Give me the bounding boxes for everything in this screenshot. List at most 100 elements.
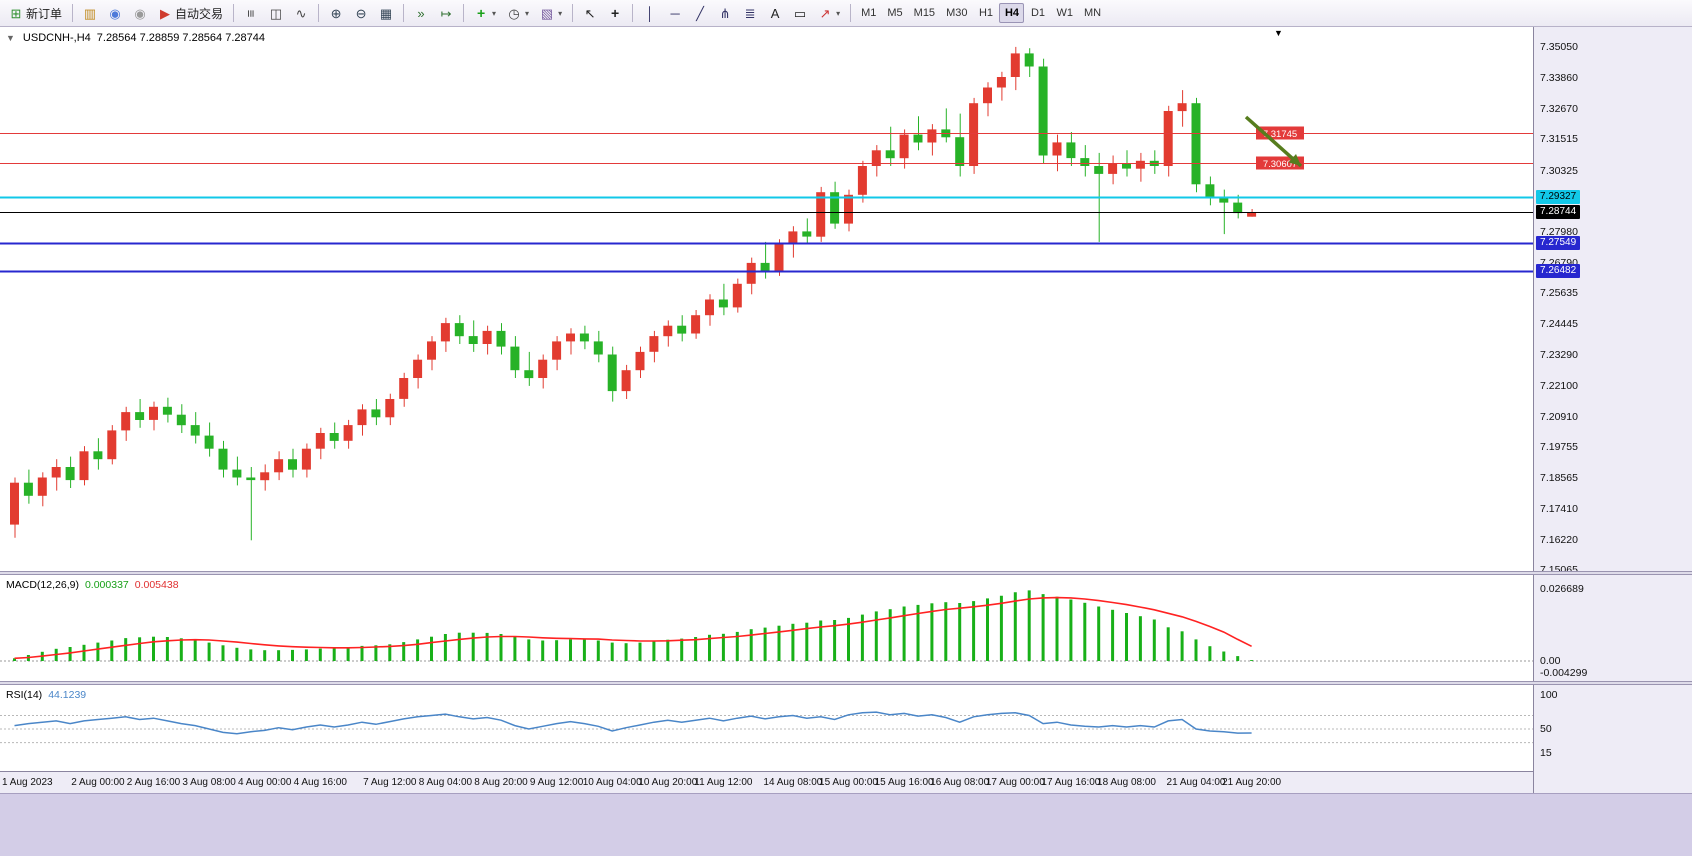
time-axis-label: 10 Aug 04:00 [582,777,642,788]
price-axis-tick: 7.17410 [1540,502,1578,515]
charts-window-button[interactable]: ▥ [78,2,102,24]
horizontal-line-icon: ─ [670,5,680,21]
zoom-out-icon: ⊖ [355,5,367,21]
time-axis-label: 17 Aug 16:00 [1041,777,1101,788]
price-axis-tick: 7.35050 [1540,40,1578,53]
price-axis-tick: 7.32670 [1540,103,1578,116]
time-axis-label: 1 Aug 2023 [2,777,53,788]
text-label-button[interactable]: ▭ [788,2,812,24]
tile-windows-button[interactable]: ▦ [374,2,398,24]
bars-chart-icon: ≡ [243,9,259,17]
time-axis-label: 8 Aug 04:00 [418,777,473,788]
zoom-in-button[interactable]: ⊕ [324,2,348,24]
indicators-icon: + [476,5,486,21]
fibonacci-icon: ≣ [744,5,756,21]
one-click-trading-toggle-icon[interactable]: ▼ [6,33,15,43]
crosshair-button[interactable]: + [603,2,627,24]
time-axis-label: 9 Aug 12:00 [529,777,584,788]
cursor-icon: ↖ [584,5,596,21]
toolbar-separator [632,4,634,22]
macd-histogram [13,590,1254,661]
new-order-button-label: 新订单 [26,6,63,21]
macd-name: MACD(12,26,9) [6,579,79,591]
toolbar-separator [572,4,574,22]
timeframe-button-w1[interactable]: W1 [1056,7,1073,19]
trendline-button[interactable]: ╱ [688,2,712,24]
time-axis[interactable]: 1 Aug 2023 2 Aug 00:00 2 Aug 16:00 3 Aug 08… [0,771,1533,793]
price-axis-tick: 7.19755 [1540,441,1578,454]
candlestick-chart-button[interactable]: ◫ [264,2,288,24]
timeframe-button-d1[interactable]: D1 [1030,7,1045,19]
text-label-icon: ▭ [793,5,807,21]
price-axis-tick: 7.33860 [1540,72,1578,85]
toolbar-separator [72,4,74,22]
template-icon: ▧ [540,5,554,21]
timeframe-button-m5[interactable]: M5 [887,7,903,19]
periods-button[interactable]: ◷ ▾ [502,2,534,24]
indicators-button[interactable]: + ▾ [469,2,501,24]
price-tag: 7.27549 [1536,236,1581,251]
price-axis[interactable]: 7.350507.338607.326707.315157.303257.291… [1533,27,1692,793]
zoom-in-icon: ⊕ [330,5,342,21]
timeframe-button-m15[interactable]: M15 [913,7,936,19]
timeframe-button-h4[interactable]: H4 [999,3,1025,23]
pitchfork-button[interactable]: ⋔ [713,2,737,24]
panel-splitter[interactable] [0,681,1692,685]
community-button[interactable]: ◉ [103,2,127,24]
price-axis-tick: 7.31515 [1540,133,1578,146]
time-axis-label: 15 Aug 00:00 [819,777,878,788]
macd-axis-tick: 0.00 [1540,654,1561,667]
rsi-panel[interactable] [0,685,1533,771]
auto-scroll-icon: » [417,5,425,21]
time-axis-label: 16 Aug 08:00 [930,777,990,788]
toolbar-separator [318,4,320,22]
arrows-button[interactable]: ↗ ▾ [813,2,845,24]
timeframe-button-m1[interactable]: M1 [861,7,877,19]
workspace-background [0,793,1692,856]
candlestick-series [10,46,1257,541]
horizontal-line-button[interactable]: ─ [663,2,687,24]
trend-arrow-annotation[interactable] [1244,115,1303,168]
bar-chart-button[interactable]: ≡ [239,2,263,24]
new-order-button[interactable]: ⊞ 新订单 [4,2,67,24]
support-icon: ◉ [134,5,146,21]
timeframe-button-m30[interactable]: M30 [946,7,968,19]
line-chart-button[interactable]: ∿ [289,2,313,24]
text-button[interactable]: A [763,2,787,24]
community-icon: ◉ [109,5,121,21]
support-button[interactable]: ◉ [128,2,152,24]
toolbar-separator [463,4,465,22]
chart-shift-button[interactable]: ↦ [434,2,458,24]
timeframe-button-h1[interactable]: H1 [978,7,993,19]
clock-icon: ◷ [508,5,520,21]
text-icon: A [770,5,780,21]
toolbar-separator [233,4,235,22]
trendline-icon: ╱ [696,5,704,21]
rsi-name: RSI(14) [6,689,43,701]
main-chart[interactable]: 7.31745 7.30607 [0,27,1533,572]
svg-text:7.30607: 7.30607 [1263,159,1297,170]
macd-axis-tick: 0.026689 [1540,583,1584,596]
dropdown-caret-icon: ▾ [836,8,841,18]
auto-scroll-button[interactable]: » [409,2,433,24]
chart-shift-icon: ↦ [440,5,452,21]
symbol-period-label: USDCNH-,H4 [22,32,91,44]
macd-signal-line [14,596,1252,660]
fibonacci-button[interactable]: ≣ [738,2,762,24]
macd-panel[interactable] [0,575,1533,682]
time-axis-label: 2 Aug 00:00 [71,777,125,788]
vertical-line-button[interactable]: │ [638,2,662,24]
panel-splitter[interactable] [0,571,1692,575]
zoom-out-button[interactable]: ⊖ [349,2,373,24]
toolbar-separator [850,4,852,22]
auto-trading-button[interactable]: ▶ 自动交易 [153,2,228,24]
dropdown-caret-icon: ▾ [525,8,530,18]
rsi-indicator-label: RSI(14) 44.1239 [6,689,86,701]
templates-button[interactable]: ▧ ▾ [535,2,567,24]
macd-axis-tick: -0.004299 [1540,666,1588,679]
time-axis-label: 21 Aug 20:00 [1222,777,1282,788]
cursor-button[interactable]: ↖ [578,2,602,24]
macd-main-value: 0.000337 [84,579,129,591]
timeframe-button-mn[interactable]: MN [1083,7,1102,19]
vertical-line-icon: │ [646,5,655,21]
